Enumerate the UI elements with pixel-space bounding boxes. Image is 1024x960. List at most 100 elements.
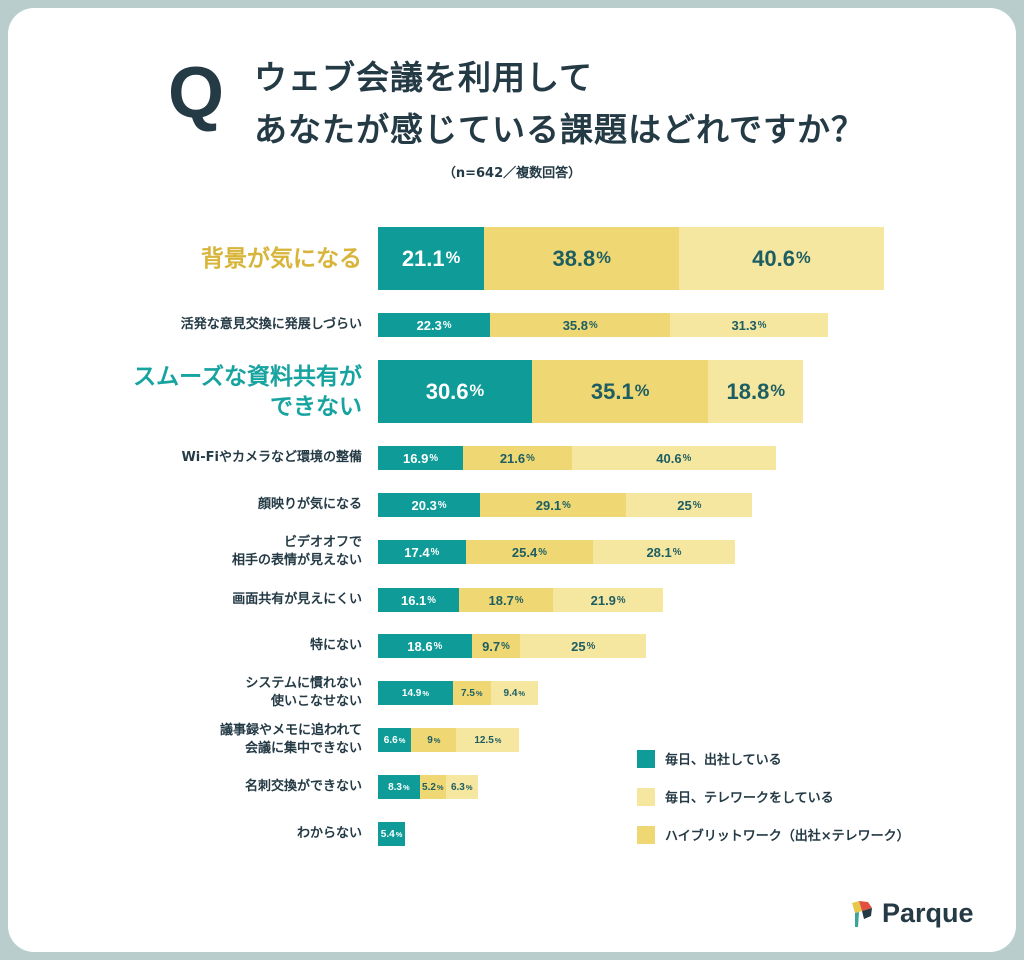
data-label: 35.1 xyxy=(590,378,634,404)
data-label: 25 xyxy=(571,638,586,654)
data-label: 5.4 xyxy=(380,828,395,840)
bar-segment: 16.1% xyxy=(378,588,459,612)
data-label: 40.6 xyxy=(656,450,682,466)
data-label: 9.7 xyxy=(482,638,501,654)
bar-segment: 12.5% xyxy=(456,728,520,752)
bar-segment: 20.3% xyxy=(378,493,481,517)
logo-text: Parque xyxy=(882,898,974,928)
percent-unit: % xyxy=(436,782,444,792)
bar-segment: 7.5% xyxy=(452,681,491,705)
data-label: 18.8 xyxy=(726,378,770,404)
legend-label: ハイブリットワーク（出社×テレワーク） xyxy=(665,829,910,844)
bar-segment: 38.8% xyxy=(484,227,680,290)
bar-segment: 25% xyxy=(520,634,647,658)
bar-segment: 21.6% xyxy=(463,446,572,470)
chart-title: ウェブ会議を利用して あなたが感じている課題はどれですか？ xyxy=(254,52,865,156)
title-line-2: あなたが感じている課題はどれですか？ xyxy=(254,110,866,149)
legend-label: 毎日、テレワークをしている xyxy=(665,791,834,806)
bar-segment: 30.6% xyxy=(378,360,532,423)
bar-segment: 21.9% xyxy=(553,588,664,612)
percent-unit: % xyxy=(402,782,410,792)
question-mark-label: Q xyxy=(168,53,225,133)
percent-unit: % xyxy=(616,594,626,606)
title-line-1: ウェブ会議を利用して xyxy=(254,58,594,97)
category-label: 顔映りが気になる xyxy=(257,497,362,512)
bar-segment: 9% xyxy=(411,728,457,752)
bar-segment: 8.3% xyxy=(378,775,420,799)
legend-label: 毎日、出社している xyxy=(665,753,782,768)
bar-segment: 28.1% xyxy=(593,540,735,564)
data-label: 14.9 xyxy=(401,687,422,699)
bar-segment: 25.4% xyxy=(465,540,594,564)
percent-unit: % xyxy=(596,249,611,267)
bar-segment: 6.3% xyxy=(445,775,478,799)
percent-unit: % xyxy=(422,688,430,698)
percent-unit: % xyxy=(589,319,598,331)
data-label: 28.1 xyxy=(646,544,672,560)
data-label: 25 xyxy=(677,497,692,513)
bar-segment: 14.9% xyxy=(378,681,453,705)
percent-unit: % xyxy=(427,594,436,606)
percent-unit: % xyxy=(672,546,682,558)
bar-segment: 35.8% xyxy=(490,313,671,337)
category-label: 背景が気になる xyxy=(201,245,362,272)
data-label: 30.6 xyxy=(425,378,469,404)
legend-item: 毎日、出社している xyxy=(637,749,782,768)
percent-unit: % xyxy=(430,546,440,558)
data-label: 9.4 xyxy=(503,687,518,699)
parque-logo-icon xyxy=(852,900,872,927)
percent-unit: % xyxy=(538,546,547,558)
sample-note: （n=642／複数回答） xyxy=(442,166,582,181)
category-label: 活発な意見交換に発展しづらい xyxy=(180,317,362,332)
percent-unit: % xyxy=(395,829,403,839)
bar-segment: 9.7% xyxy=(471,634,521,658)
data-label: 22.3 xyxy=(416,317,442,333)
bar-segment: 17.4% xyxy=(378,540,466,564)
percent-unit: % xyxy=(445,249,461,267)
data-label: 18.6 xyxy=(407,638,433,654)
data-label: 7.5 xyxy=(461,687,475,699)
percent-unit: % xyxy=(442,319,452,331)
bar-segment: 22.3% xyxy=(378,313,491,337)
percent-unit: % xyxy=(518,688,526,698)
legend-item: 毎日、テレワークをしている xyxy=(637,787,834,806)
data-label: 21.9 xyxy=(590,592,616,608)
legend-swatch xyxy=(637,825,655,844)
percent-unit: % xyxy=(437,499,447,511)
category-label: スムーズな資料共有が できない xyxy=(133,363,362,420)
category-label: わからない xyxy=(296,826,362,841)
percent-unit: % xyxy=(501,640,510,652)
data-label: 6.6 xyxy=(383,734,398,746)
data-label: 40.6 xyxy=(752,245,795,271)
category-label: Wi-Fiやカメラなど環境の整備 xyxy=(181,450,362,465)
bar-segment: 16.9% xyxy=(378,446,463,470)
data-label: 16.9 xyxy=(403,450,429,466)
percent-unit: % xyxy=(757,319,767,331)
percent-unit: % xyxy=(433,735,441,745)
data-label: 38.8 xyxy=(552,245,596,271)
percent-unit: % xyxy=(429,452,438,464)
bar-segment: 31.3% xyxy=(670,313,828,337)
percent-unit: % xyxy=(514,594,524,606)
data-label: 6.3 xyxy=(450,781,465,793)
bar-segment: 29.1% xyxy=(480,493,627,517)
legend-swatch xyxy=(637,787,655,806)
percent-unit: % xyxy=(465,782,473,792)
bar-segment: 40.6% xyxy=(571,446,776,470)
percent-unit: % xyxy=(469,382,485,400)
data-label: 29.1 xyxy=(535,497,562,513)
percent-unit: % xyxy=(692,499,702,511)
bar-segment: 18.7% xyxy=(458,588,554,612)
percent-unit: % xyxy=(562,499,571,511)
data-label: 21.1 xyxy=(401,245,445,271)
percent-unit: % xyxy=(770,382,785,400)
category-label: 特にない xyxy=(309,638,362,653)
percent-unit: % xyxy=(433,640,443,652)
category-label: 画面共有が見えにくい xyxy=(232,592,362,607)
bar-segment: 25% xyxy=(626,493,753,517)
data-label: 35.8 xyxy=(562,317,588,333)
bar-segment: 35.1% xyxy=(531,360,709,423)
percent-unit: % xyxy=(494,735,502,745)
percent-unit: % xyxy=(398,735,406,745)
bar-segment: 21.1% xyxy=(378,227,485,290)
